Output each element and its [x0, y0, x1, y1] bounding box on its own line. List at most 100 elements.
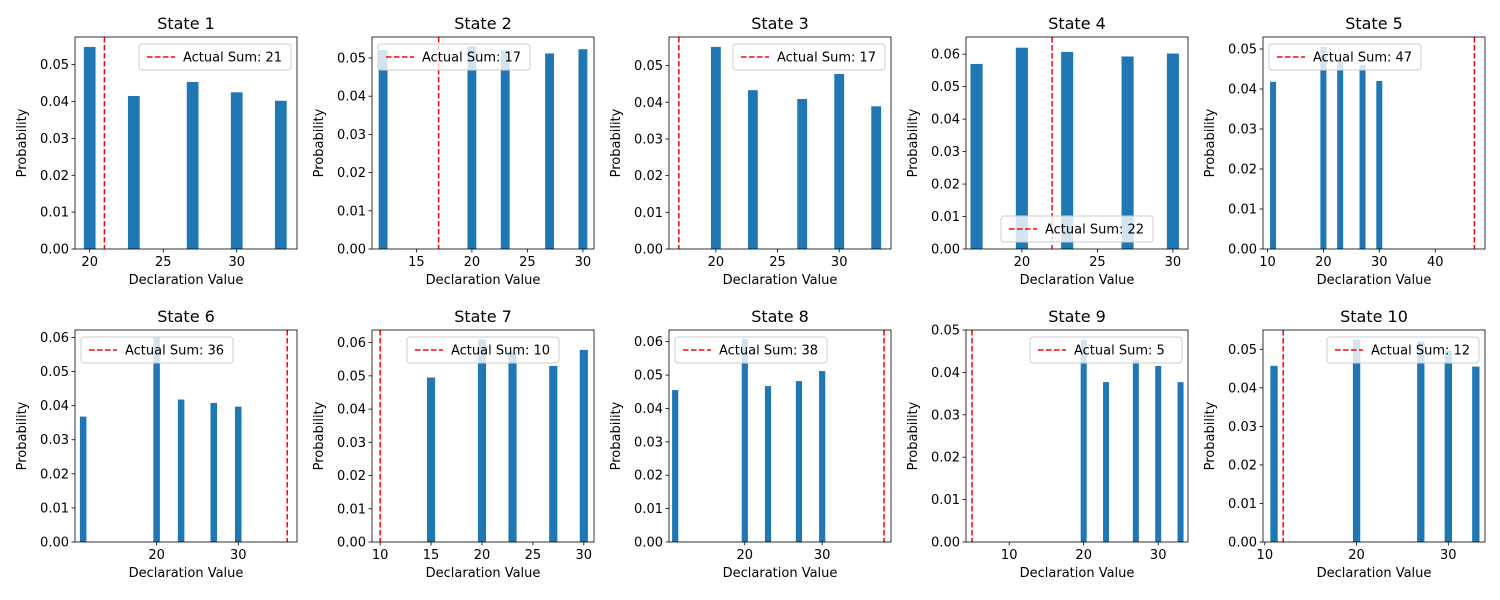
legend-box	[406, 336, 560, 364]
x-tick-label: 25	[525, 548, 542, 563]
bar	[819, 371, 826, 542]
x-tick-label: 20	[708, 255, 725, 270]
bar	[1270, 81, 1277, 249]
axes-frame	[74, 36, 298, 250]
x-axis-label: Declaration Value	[1317, 566, 1432, 581]
bar	[578, 49, 588, 249]
y-tick-label: 0.00	[1228, 536, 1257, 551]
axes-frame	[965, 36, 1189, 250]
bar	[1376, 81, 1383, 249]
axes-frame	[371, 329, 595, 543]
x-axis-label: Declaration Value	[129, 273, 244, 288]
legend-box	[377, 43, 531, 71]
bar	[545, 53, 555, 250]
y-tick-label: 0.00	[931, 243, 960, 258]
y-axis-label: Probability	[1203, 108, 1218, 177]
y-tick-label: 0.01	[337, 502, 366, 517]
bar	[1337, 61, 1344, 249]
bar	[1155, 366, 1162, 542]
subplot-state-4: 0.00 0.01 0.02 0.03 0.04 0.05 0.06 20 25 30 State …	[906, 14, 1189, 288]
axes-frame	[668, 36, 892, 250]
subplot-state-10: 0.00 0.01 0.02 0.03 0.04 0.05 10 20 30 State 10 De…	[1203, 307, 1486, 581]
legend-box	[1000, 215, 1154, 243]
legend-label: Actual Sum: 17	[422, 51, 521, 66]
x-tick-label: 30	[831, 255, 848, 270]
bar	[426, 377, 436, 542]
subplot-state-9: 0.00 0.01 0.02 0.03 0.04 0.05 10 20 30 State 9 Dec…	[906, 307, 1189, 581]
y-tick-label: 0.03	[931, 408, 960, 423]
bar	[1061, 51, 1074, 250]
bar	[508, 351, 517, 542]
bar	[378, 49, 388, 249]
legend: Actual Sum: 38	[674, 336, 828, 364]
axes-frame	[74, 329, 298, 543]
y-tick-label: 0.04	[634, 96, 663, 111]
bar	[871, 106, 882, 249]
x-axis-label: Declaration Value	[723, 566, 838, 581]
y-tick-label: 0.02	[634, 469, 663, 484]
bar	[579, 349, 588, 542]
x-tick-label: 25	[519, 255, 536, 270]
y-tick-label: 0.06	[40, 331, 69, 346]
y-tick-label: 0.02	[337, 469, 366, 484]
bar	[234, 406, 242, 542]
legend-label: Actual Sum: 17	[777, 51, 876, 66]
legend-label: Actual Sum: 47	[1313, 51, 1412, 66]
y-tick-label: 0.03	[1228, 123, 1257, 138]
bar	[274, 100, 287, 249]
y-tick-label: 0.05	[634, 369, 663, 384]
legend-box	[732, 43, 886, 71]
y-tick-label: 0.04	[931, 113, 960, 128]
y-tick-label: 0.00	[337, 536, 366, 551]
y-tick-label: 0.04	[40, 95, 69, 110]
y-tick-label: 0.02	[931, 178, 960, 193]
subplot-state-1: 0.00 0.01 0.02 0.03 0.04 0.05 20 25 30 State 1 Dec…	[15, 14, 298, 288]
y-tick-label: 0.05	[40, 365, 69, 380]
y-tick-label: 0.03	[337, 436, 366, 451]
bar	[1359, 65, 1366, 249]
legend-box	[1268, 43, 1422, 71]
y-tick-label: 0.01	[634, 206, 663, 221]
x-axis-label: Declaration Value	[1020, 566, 1135, 581]
x-tick-label: 20	[474, 548, 491, 563]
legend-label: Actual Sum: 36	[125, 344, 224, 359]
bar	[1132, 359, 1139, 542]
y-tick-label: 0.02	[40, 169, 69, 184]
legend-label: Actual Sum: 38	[719, 344, 818, 359]
axes-frame	[965, 329, 1189, 543]
bar	[797, 98, 808, 250]
x-tick-label: 30	[1150, 548, 1167, 563]
x-axis-label: Declaration Value	[426, 566, 541, 581]
x-tick-label: 20	[148, 548, 165, 563]
x-axis-label: Declaration Value	[129, 566, 244, 581]
y-tick-label: 0.01	[931, 210, 960, 225]
y-tick-label: 0.06	[634, 335, 663, 350]
bar	[1015, 47, 1028, 250]
x-axis-label: Declaration Value	[723, 273, 838, 288]
bar	[710, 46, 721, 250]
subplot-state-2: 0.00 0.01 0.02 0.03 0.04 0.05 15 20 25 30 State 2 D…	[312, 14, 595, 288]
legend: Actual Sum: 17	[377, 43, 531, 71]
bar	[1472, 366, 1480, 542]
y-axis-label: Probability	[312, 401, 327, 470]
x-tick-label: 40	[1427, 255, 1444, 270]
y-tick-label: 0.04	[1228, 381, 1257, 396]
subplot-title: State 4	[1048, 14, 1106, 33]
x-tick-label: 30	[230, 548, 247, 563]
legend: Actual Sum: 21	[138, 43, 292, 71]
bar	[230, 92, 243, 249]
bar	[153, 337, 160, 542]
y-tick-label: 0.02	[1228, 163, 1257, 178]
y-tick-label: 0.05	[931, 80, 960, 95]
subplot-title: State 6	[157, 307, 215, 326]
y-tick-label: 0.01	[1228, 497, 1257, 512]
axes-frame	[1262, 329, 1486, 543]
y-tick-label: 0.02	[40, 467, 69, 482]
bar	[1417, 341, 1425, 542]
y-tick-label: 0.05	[634, 59, 663, 74]
bar	[795, 381, 803, 542]
subplot-title: State 9	[1048, 307, 1106, 326]
y-tick-label: 0.06	[337, 336, 366, 351]
y-axis-label: Probability	[609, 401, 624, 470]
y-tick-label: 0.04	[40, 399, 69, 414]
